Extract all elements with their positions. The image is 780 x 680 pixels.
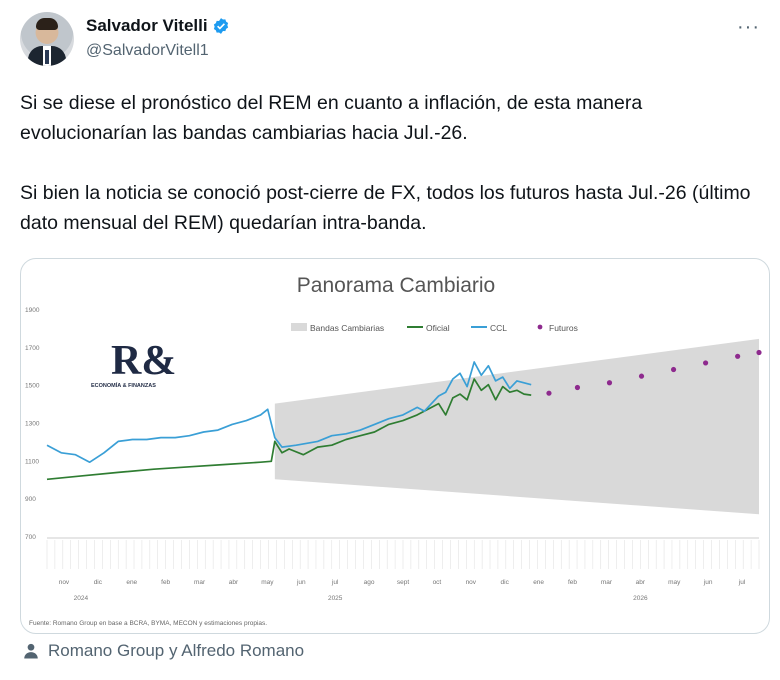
tweet-media-chart[interactable]: Panorama Cambiario 700 900 1100 1300 1500 1700…: [20, 258, 770, 634]
x-month-label: jun: [296, 579, 306, 586]
chart-source: Fuente: Romano Group en base a BCRA, BYM…: [29, 620, 267, 627]
author-avatar[interactable]: [20, 12, 74, 66]
y-tick-label: 900: [25, 496, 36, 503]
author-name[interactable]: Salvador Vitelli: [86, 16, 208, 35]
x-year-label: 2026: [633, 595, 648, 602]
legend-swatch-bandas: [291, 323, 307, 331]
legend-swatch-futuros: [537, 324, 543, 330]
tweet-paragraph: Si bien la noticia se conoció post-cierr…: [20, 182, 751, 234]
x-month-label: dic: [94, 579, 103, 586]
y-tick-label: 1300: [25, 421, 40, 428]
y-tick-label: 1100: [25, 458, 39, 465]
legend-label-oficial: Oficial: [426, 323, 450, 333]
x-month-label: ago: [364, 579, 375, 586]
tweet-header: Salvador Vitelli @SalvadorVitell1 ···: [20, 12, 760, 68]
exchange-rate-chart: Panorama Cambiario 700 900 1100 1300 1500 1700…: [25, 274, 762, 627]
x-year-label: 2025: [328, 595, 343, 602]
x-month-label: feb: [568, 579, 577, 586]
author-handle[interactable]: @SalvadorVitell1: [86, 42, 209, 59]
futuros-point: [606, 380, 613, 386]
futuros-point: [546, 390, 552, 396]
x-month-label: may: [261, 579, 274, 586]
media-credit: Romano Group y Alfredo Romano: [22, 641, 304, 661]
x-month-label: may: [668, 579, 681, 586]
legend-label-futuros: Futuros: [549, 323, 578, 333]
x-year-label: 2024: [74, 595, 89, 602]
series-line-oficial: [46, 378, 532, 481]
x-month-label: sept: [397, 579, 409, 586]
x-month-label: ene: [533, 579, 544, 586]
logo-subtitle: ECONOMÍA & FINANZAS: [91, 381, 156, 389]
futuros-point: [670, 366, 677, 373]
futuros-point: [756, 349, 762, 356]
verified-badge-icon: [213, 18, 228, 34]
chart-title: Panorama Cambiario: [297, 274, 495, 297]
futuros-point: [703, 360, 709, 366]
tweet-text: Si se diese el pronóstico del REM en cua…: [20, 88, 760, 268]
x-month-label: jul: [331, 579, 339, 586]
y-tick-label: 1700: [25, 345, 40, 352]
futuros-point: [574, 384, 581, 391]
person-icon: [24, 643, 38, 659]
series-line-ccl: [46, 361, 532, 464]
logo-mark: R&: [111, 338, 176, 384]
x-month-label: abr: [636, 579, 646, 586]
x-month-label: oct: [433, 579, 442, 586]
tweet-paragraph: Si se diese el pronóstico del REM en cua…: [20, 92, 643, 144]
y-tick-label: 1500: [25, 383, 40, 390]
y-tick-label: 700: [25, 534, 36, 541]
x-month-label: feb: [161, 579, 170, 586]
futuros-point: [735, 353, 741, 359]
legend-label-bandas: Bandas Cambiarias: [310, 323, 384, 333]
media-credit-text: Romano Group y Alfredo Romano: [48, 641, 305, 660]
x-month-label: dic: [501, 579, 510, 586]
author-name-row: Salvador Vitelli: [86, 16, 230, 36]
x-month-label: ene: [126, 579, 137, 586]
legend-label-ccl: CCL: [490, 323, 507, 333]
futuros-point: [638, 373, 645, 379]
more-options-icon[interactable]: ···: [737, 16, 760, 38]
bandas-cambiarias-area: [274, 338, 759, 515]
x-month-label: jun: [703, 579, 713, 586]
x-month-label: nov: [466, 579, 477, 586]
x-month-label: jul: [738, 579, 746, 586]
x-month-label: mar: [194, 579, 206, 586]
x-month-label: mar: [601, 579, 613, 586]
x-month-label: nov: [59, 579, 70, 586]
x-month-label: abr: [229, 579, 239, 586]
y-tick-label: 1900: [25, 307, 40, 314]
